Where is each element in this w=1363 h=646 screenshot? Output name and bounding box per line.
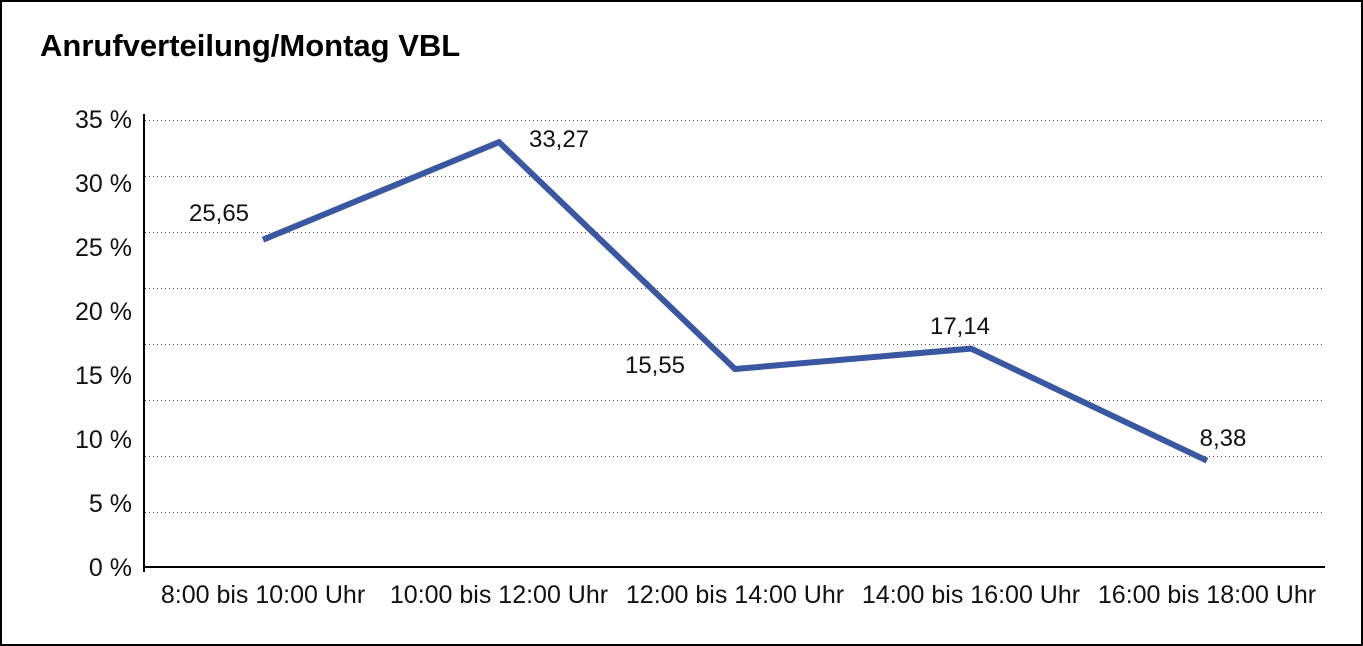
gridline	[145, 288, 1325, 289]
y-axis-tick-label: 5 %	[88, 490, 132, 518]
line-series	[261, 138, 1209, 464]
y-axis-tick-label: 0 %	[88, 554, 132, 582]
y-axis-tick-label: 10 %	[75, 426, 132, 454]
plot-area	[145, 120, 1325, 568]
gridline	[145, 512, 1325, 513]
x-axis-tick-labels: 8:00 bis 10:00 Uhr 10:00 bis 12:00 Uhr 1…	[145, 581, 1325, 610]
x-axis-line	[143, 566, 1325, 568]
x-axis-tick-label: 14:00 bis 16:00 Uhr	[861, 581, 1081, 609]
x-axis-tick-label: 12:00 bis 14:00 Uhr	[625, 581, 845, 609]
gridline	[145, 176, 1325, 177]
x-axis-tick-label: 8:00 bis 10:00 Uhr	[160, 581, 366, 609]
y-axis-line	[143, 114, 145, 572]
gridline	[145, 456, 1325, 457]
series-line	[261, 138, 1209, 464]
gridline	[145, 400, 1325, 401]
x-axis-tick-label: 16:00 bis 18:00 Uhr	[1097, 581, 1317, 609]
gridline	[145, 120, 1325, 121]
y-axis-tick-label: 25 %	[75, 234, 132, 262]
chart-title: Anrufverteilung/Montag VBL	[40, 28, 461, 63]
y-axis-tick-label: 30 %	[75, 170, 132, 198]
y-axis-tick-labels: 35 % 30 % 25 % 20 % 15 % 10 % 5 % 0 %	[22, 105, 132, 583]
y-axis-tick-label: 15 %	[75, 362, 132, 390]
y-axis-tick-label: 35 %	[75, 106, 132, 134]
gridline	[145, 232, 1325, 233]
y-axis-tick-label: 20 %	[75, 298, 132, 326]
x-axis-tick-label: 10:00 bis 12:00 Uhr	[389, 581, 609, 609]
gridline	[145, 344, 1325, 345]
